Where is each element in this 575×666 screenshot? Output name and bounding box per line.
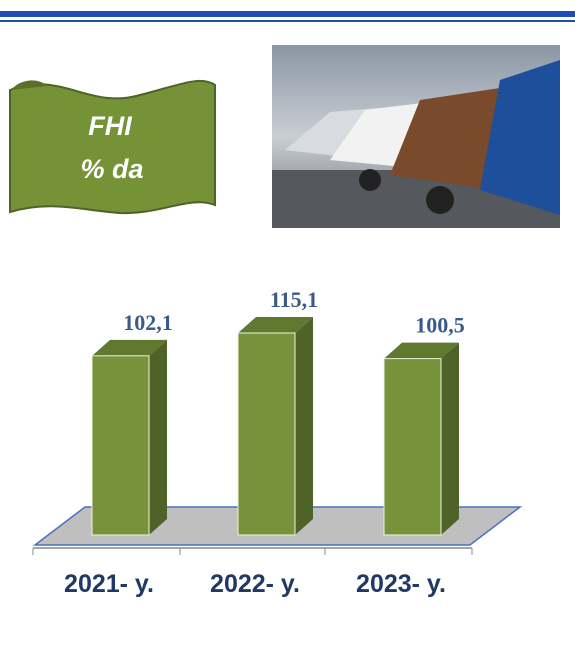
- header-rule-thin: [0, 20, 575, 22]
- photo: [272, 45, 560, 228]
- bar-side: [149, 340, 167, 535]
- value-label: 102,1: [123, 310, 173, 335]
- bar-side: [441, 343, 459, 535]
- bar: [92, 356, 149, 535]
- banner-line: % da: [80, 154, 143, 184]
- header-rule: [0, 11, 575, 17]
- banner: FHI % da: [10, 80, 215, 213]
- x-tick-label: 2021- y.: [64, 570, 154, 598]
- bar-side: [295, 317, 313, 535]
- bar: [238, 333, 295, 535]
- x-tick-label: 2023- y.: [356, 570, 446, 598]
- x-tick-label: 2022- y.: [210, 570, 300, 598]
- banner-line: FHI: [88, 111, 132, 141]
- value-label: 115,1: [270, 287, 318, 312]
- chart: FHI % da 102,1 2021- y. 115,1 2022- y. 100,5…: [0, 0, 575, 666]
- bar: [384, 359, 441, 535]
- value-label: 100,5: [415, 313, 465, 338]
